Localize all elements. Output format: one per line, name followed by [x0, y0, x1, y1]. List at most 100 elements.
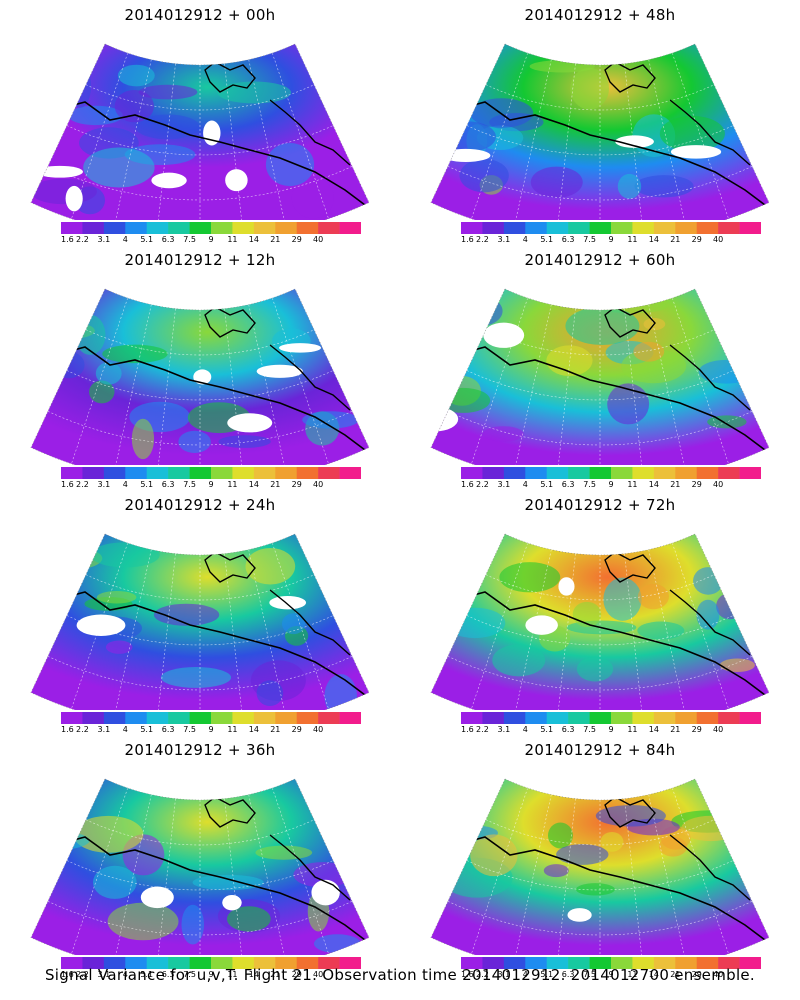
colorbar-tick-label: 2.2	[476, 480, 489, 489]
colorbar-tick-label: 40	[713, 235, 724, 244]
colorbar-swatch	[546, 712, 569, 724]
colorbar-tick-label: 5.1	[140, 235, 154, 244]
colorbar-swatch	[146, 222, 169, 234]
colorbar-swatch	[125, 467, 148, 479]
colorbar-swatch	[568, 957, 590, 969]
colorbar-labels: 1.6 2.2 3.1 4 5.1 6.3 7.5 9 11 14 21 29 40	[461, 725, 761, 737]
colorbar-labels: 1.6 2.2 3.1 4 5.1 6.3 7.5 9 11 14 21 29 40	[461, 235, 761, 247]
colorbar-swatch	[61, 957, 83, 969]
colorbar-tick-label: 5.1	[140, 480, 154, 489]
colorbar-tick-label: 4	[122, 970, 128, 979]
colorbar-tick-label: 4	[122, 725, 128, 734]
colorbar-tick-label: 1.6	[61, 235, 74, 244]
colorbar-tick-label: 5.1	[140, 725, 154, 734]
colorbar-swatch	[482, 222, 505, 234]
colorbar-swatch	[318, 467, 340, 479]
colorbar-tick-label: 5.1	[540, 725, 554, 734]
forecast-panel-5: 2014012912 + 72h 1.6 2.2 3.1 4 5.1 6.3 7.5 9 11 14…	[400, 490, 800, 735]
colorbar-swatch	[675, 222, 698, 234]
colorbar-tick-label: 5.1	[540, 480, 554, 489]
colorbar-tick-label: 14	[648, 480, 659, 489]
colorbar-tick-label: 2.2	[476, 235, 489, 244]
colorbar-labels: 1.6 2.2 3.1 4 5.1 6.3 7.5 9 11 14 21 29 40	[461, 480, 761, 492]
variance-map	[430, 533, 770, 710]
colorbar-tick-label: 3.1	[97, 725, 111, 734]
colorbar-swatch	[275, 222, 298, 234]
colorbar-swatch	[482, 712, 505, 724]
colorbar-swatch	[653, 467, 676, 479]
colorbar-tick-label: 29	[691, 970, 702, 979]
panel-title: 2014012912 + 12h	[124, 251, 276, 269]
colorbar-tick-label: 6.3	[561, 970, 575, 979]
colorbar-swatch	[296, 467, 319, 479]
colorbar-swatch	[525, 712, 548, 724]
colorbar-swatch	[696, 467, 719, 479]
colorbar-swatch	[146, 712, 169, 724]
colorbar-swatch	[189, 712, 212, 724]
variance-map	[430, 778, 770, 955]
colorbar-tick-label: 4	[122, 480, 128, 489]
colorbar-swatch	[696, 222, 719, 234]
colorbar-swatch	[589, 957, 612, 969]
colorbar-tick-label: 6.3	[161, 235, 175, 244]
colorbar-swatch	[739, 222, 761, 234]
colorbar-tick-label: 21	[270, 725, 281, 734]
colorbar-tick-label: 5.1	[540, 970, 554, 979]
colorbar-swatch	[168, 222, 190, 234]
colorbar-tick-label: 11	[627, 725, 638, 734]
colorbar-tick-label: 7.5	[183, 725, 196, 734]
colorbar-tick-label: 40	[713, 480, 724, 489]
colorbar-tick-label: 1.6	[461, 725, 474, 734]
colorbar-swatch	[739, 957, 761, 969]
colorbar-tick-label: 6.3	[561, 480, 575, 489]
colorbar-swatch	[525, 957, 548, 969]
colorbar-tick-label: 14	[648, 235, 659, 244]
colorbar-swatch	[82, 957, 105, 969]
colorbar-tick-label: 3.1	[497, 480, 511, 489]
colorbar-tick-label: 29	[691, 235, 702, 244]
colorbar-swatch	[253, 712, 276, 724]
colorbar-tick-label: 21	[270, 480, 281, 489]
colorbar-labels: 1.6 2.2 3.1 4 5.1 6.3 7.5 9 11 14 21 29 40	[61, 725, 361, 737]
colorbar-tick-label: 1.6	[61, 725, 74, 734]
colorbar-swatch	[611, 957, 633, 969]
colorbar-tick-label: 21	[670, 970, 681, 979]
colorbar-tick-label: 11	[227, 970, 238, 979]
colorbar-tick-label: 6.3	[161, 725, 175, 734]
colorbar-swatch	[82, 222, 105, 234]
colorbar-tick-label: 2.2	[76, 725, 89, 734]
colorbar-swatch	[589, 712, 612, 724]
forecast-panel-2: 2014012912 + 12h 1.6 2.2 3.1 4 5.1 6.3 7.5 9 11 14…	[0, 245, 400, 490]
colorbar-tick-label: 11	[227, 725, 238, 734]
colorbar-tick-label: 3.1	[97, 235, 111, 244]
colorbar-swatch	[589, 222, 612, 234]
colorbar-swatch	[546, 467, 569, 479]
colorbar-swatch	[525, 222, 548, 234]
colorbar-tick-label: 40	[713, 970, 724, 979]
colorbar-tick-label: 21	[270, 235, 281, 244]
colorbar-tick-label: 3.1	[497, 235, 511, 244]
colorbar-swatch	[103, 957, 126, 969]
colorbar-swatch	[61, 222, 83, 234]
colorbar-swatch	[211, 957, 233, 969]
colorbar-tick-label: 40	[313, 480, 324, 489]
colorbar-swatch	[739, 712, 761, 724]
panel-title: 2014012912 + 72h	[524, 496, 676, 514]
colorbar-swatch	[168, 957, 190, 969]
colorbar-swatch	[189, 957, 212, 969]
colorbar-tick-label: 9	[208, 235, 214, 244]
colorbar-swatch	[146, 957, 169, 969]
colorbar-swatch	[696, 957, 719, 969]
colorbar-tick-label: 4	[522, 725, 528, 734]
colorbar-tick-label: 7.5	[583, 725, 596, 734]
colorbar-swatch	[696, 712, 719, 724]
colorbar-tick-label: 3.1	[497, 725, 511, 734]
colorbar-swatch	[525, 467, 548, 479]
colorbar	[61, 467, 361, 479]
colorbar	[61, 957, 361, 969]
colorbar-swatch	[503, 467, 526, 479]
colorbar-tick-label: 1.6	[461, 235, 474, 244]
colorbar-swatch	[546, 222, 569, 234]
colorbar	[461, 222, 761, 234]
forecast-panel-3: 2014012912 + 60h 1.6 2.2 3.1 4 5.1 6.3 7.5 9 11 14…	[400, 245, 800, 490]
